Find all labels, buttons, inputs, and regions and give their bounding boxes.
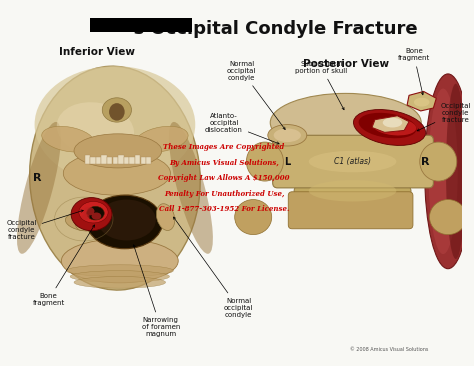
Ellipse shape: [57, 102, 134, 157]
Ellipse shape: [156, 204, 175, 231]
Ellipse shape: [169, 122, 213, 254]
Ellipse shape: [235, 199, 272, 235]
Ellipse shape: [17, 122, 61, 254]
Ellipse shape: [61, 239, 178, 283]
Text: L: L: [284, 157, 291, 167]
Text: Posterior View: Posterior View: [303, 59, 389, 69]
Ellipse shape: [429, 199, 466, 235]
Text: Normal
occipital
condyle: Normal occipital condyle: [227, 61, 285, 130]
Ellipse shape: [425, 74, 471, 269]
Ellipse shape: [82, 214, 90, 220]
Ellipse shape: [74, 204, 93, 231]
Bar: [91, 157, 96, 164]
Bar: [101, 155, 107, 164]
Bar: [135, 155, 140, 164]
Ellipse shape: [446, 84, 465, 259]
Ellipse shape: [309, 180, 396, 202]
Ellipse shape: [42, 126, 95, 152]
Bar: [107, 157, 112, 164]
Ellipse shape: [97, 199, 156, 240]
Ellipse shape: [102, 98, 131, 122]
Ellipse shape: [128, 213, 164, 231]
Text: By Amicus Visual Solutions,: By Amicus Visual Solutions,: [169, 158, 279, 167]
Bar: [129, 157, 135, 164]
Ellipse shape: [373, 117, 416, 135]
Ellipse shape: [70, 270, 170, 282]
Text: © 2008 Amicus Visual Solutions: © 2008 Amicus Visual Solutions: [350, 347, 429, 352]
Ellipse shape: [270, 93, 421, 152]
Ellipse shape: [35, 66, 195, 183]
Bar: [118, 155, 124, 164]
Bar: [124, 157, 129, 164]
Ellipse shape: [66, 265, 173, 276]
Ellipse shape: [91, 212, 101, 220]
Ellipse shape: [273, 128, 301, 142]
Ellipse shape: [71, 198, 112, 231]
Text: R: R: [421, 157, 430, 167]
Text: Bone
fragment: Bone fragment: [33, 225, 94, 306]
Text: Penalty For Unauthorized Use,: Penalty For Unauthorized Use,: [164, 190, 284, 198]
Text: Copyright Law Allows A $150,000: Copyright Law Allows A $150,000: [158, 174, 290, 182]
Polygon shape: [407, 92, 436, 111]
Ellipse shape: [246, 142, 283, 181]
Text: Occipital
condyle
fracture: Occipital condyle fracture: [6, 210, 83, 240]
Ellipse shape: [74, 134, 162, 168]
Ellipse shape: [268, 124, 307, 146]
Text: Occipital
condyle
fracture: Occipital condyle fracture: [417, 103, 471, 131]
Ellipse shape: [359, 113, 417, 138]
Text: These Images Are Copyrighted: These Images Are Copyrighted: [164, 143, 284, 151]
Bar: [85, 155, 90, 164]
Ellipse shape: [64, 152, 171, 195]
Ellipse shape: [79, 202, 108, 223]
Bar: [90, 18, 192, 32]
Text: Inferior View: Inferior View: [59, 46, 136, 57]
Text: Narrowing
of foramen
magnum: Narrowing of foramen magnum: [133, 245, 180, 337]
Bar: [140, 157, 146, 164]
Ellipse shape: [83, 207, 94, 216]
Text: Bone
fragment: Bone fragment: [398, 48, 430, 95]
Text: C1 (atlas): C1 (atlas): [334, 157, 371, 166]
Text: Call 1-877-303-1952 For License.: Call 1-877-303-1952 For License.: [159, 205, 289, 213]
Text: R: R: [33, 173, 41, 183]
Ellipse shape: [428, 89, 458, 254]
FancyBboxPatch shape: [288, 192, 413, 229]
Ellipse shape: [420, 142, 457, 181]
Ellipse shape: [383, 118, 402, 127]
Bar: [146, 157, 151, 164]
Text: 's Occipital Condyle Fracture: 's Occipital Condyle Fracture: [128, 20, 418, 38]
Bar: [113, 157, 118, 164]
Bar: [96, 157, 101, 164]
Ellipse shape: [309, 151, 396, 172]
FancyBboxPatch shape: [273, 135, 433, 188]
Ellipse shape: [29, 66, 200, 290]
Ellipse shape: [65, 213, 102, 231]
Ellipse shape: [354, 109, 426, 145]
Ellipse shape: [109, 103, 125, 121]
Ellipse shape: [294, 174, 411, 208]
Text: Normal
occipital
condyle: Normal occipital condyle: [173, 217, 253, 318]
Text: Suboccipital
portion of skull: Suboccipital portion of skull: [295, 61, 347, 110]
Polygon shape: [372, 116, 409, 132]
Ellipse shape: [87, 195, 163, 249]
Text: Atlanto-
occipital
dislocation: Atlanto- occipital dislocation: [205, 113, 279, 144]
Ellipse shape: [135, 126, 188, 152]
Ellipse shape: [87, 206, 104, 220]
Ellipse shape: [414, 98, 429, 107]
Ellipse shape: [74, 276, 165, 288]
